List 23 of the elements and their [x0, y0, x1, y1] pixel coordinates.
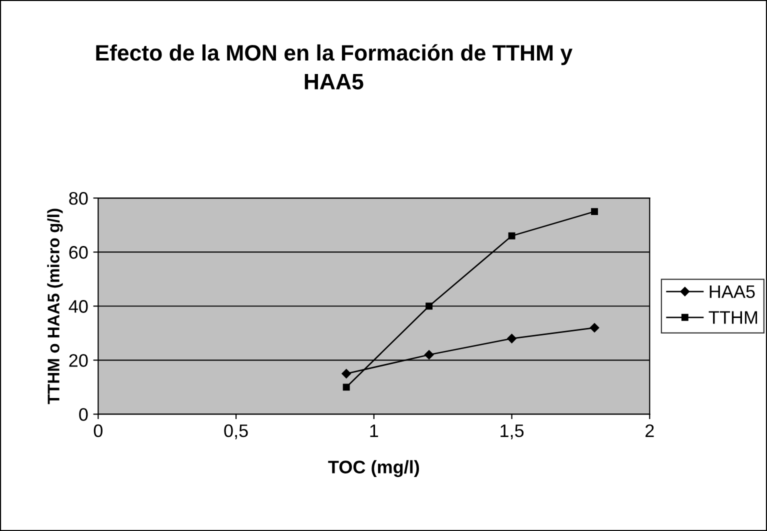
point — [342, 384, 350, 391]
y-tick-label: 20 — [69, 354, 88, 367]
x-tick-label: 1 — [370, 424, 378, 437]
x-tick-label: 1,5 — [500, 424, 524, 440]
point — [342, 369, 351, 378]
point — [508, 232, 516, 240]
y-tick-label: 80 — [69, 192, 88, 205]
point — [426, 302, 433, 310]
y-tick-label: 60 — [69, 246, 88, 259]
x-tick-label: 0,5 — [224, 424, 248, 440]
x-axis-title: TOC (mg/l) — [328, 460, 419, 478]
point — [590, 323, 600, 332]
point — [591, 208, 598, 216]
x-tick-label: 2 — [646, 424, 654, 437]
legend-label: TTHM — [708, 311, 758, 324]
chart-title: Efecto de la MON en la Formación de TTHM y HAA5 — [96, 44, 572, 90]
legend-label: HAA5 — [710, 285, 755, 298]
y-tick-label: 0 — [79, 408, 88, 421]
x-tick-label: 0 — [94, 424, 102, 438]
point — [424, 350, 434, 360]
point — [507, 334, 516, 344]
y-tick-label: 40 — [68, 300, 88, 313]
y-axis-title: TTHM o HAA5 (micro g/l) — [47, 208, 63, 404]
